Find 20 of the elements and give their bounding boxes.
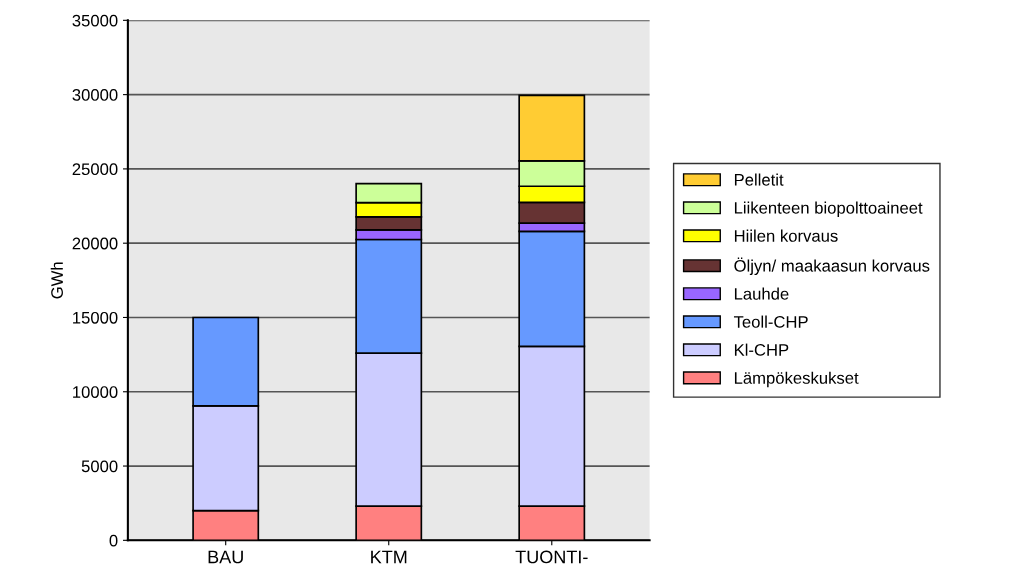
legend-label: Hiilen korvaus xyxy=(734,229,838,242)
y-axis-title: GWh xyxy=(50,262,63,299)
y-tick-label: 10000 xyxy=(73,386,118,398)
legend-label: Lämpökeskukset xyxy=(734,371,859,388)
y-tick-label: 5000 xyxy=(81,460,118,473)
y-tick-label: 20000 xyxy=(72,237,118,250)
legend-label: Teoll-CHP xyxy=(733,315,808,328)
y-tick-label: 25000 xyxy=(72,163,118,176)
y-tick-label: 15000 xyxy=(73,311,118,324)
legend-label: Kl-CHP xyxy=(734,343,789,356)
legend-label: Lauhde xyxy=(734,287,789,300)
legend-label: Öljyn/ maakaasun korvaus xyxy=(734,257,930,276)
x-tick-label: KTM xyxy=(371,550,407,564)
y-tick-label: 30000 xyxy=(72,89,118,101)
y-tick-label: 35000 xyxy=(72,14,118,27)
y-tick-label: 0 xyxy=(109,534,118,547)
legend-label: Pelletit xyxy=(734,173,784,186)
legend-label: Liikenteen biopolttoaineet xyxy=(734,201,923,218)
x-tick-label: BAU xyxy=(208,550,243,564)
x-tick-label: TUONTI- xyxy=(515,550,588,564)
